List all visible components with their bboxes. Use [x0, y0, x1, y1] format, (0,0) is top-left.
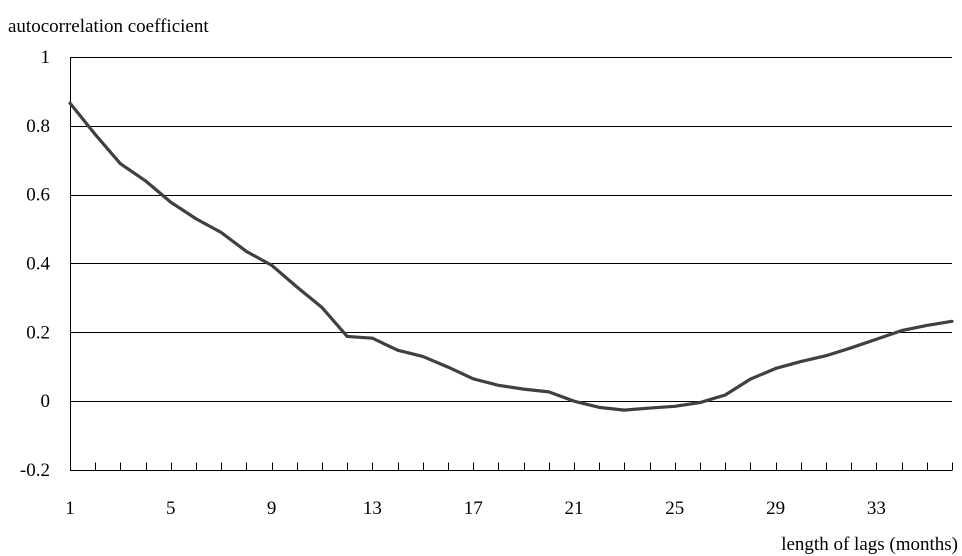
y-axis-title: autocorrelation coefficient — [8, 16, 209, 37]
y-tick-label: 0 — [41, 391, 51, 412]
series-layer — [68, 101, 954, 412]
x-tick-label: 33 — [867, 498, 886, 519]
x-tick-label: 5 — [166, 498, 176, 519]
y-tick-label: 0.8 — [26, 116, 50, 137]
y-tick-labels: -0.2 0 0.2 0.4 0.6 0.8 1 — [20, 47, 51, 481]
y-tick-label: 1 — [41, 47, 51, 68]
axes — [69, 57, 953, 472]
x-tick-labels: 1 5 9 13 17 21 25 29 33 — [65, 498, 886, 519]
gridlines — [70, 57, 952, 402]
x-tick-label: 25 — [665, 498, 684, 519]
x-tick-label: 9 — [267, 498, 277, 519]
x-tick-label: 1 — [65, 498, 75, 519]
x-axis-title: length of lags (months) — [781, 534, 958, 555]
series-line — [68, 101, 954, 412]
y-tick-label: 0.4 — [26, 254, 50, 275]
y-tick-label: 0.2 — [26, 322, 50, 343]
y-tick-label: 0.6 — [26, 185, 50, 206]
x-tick-label: 13 — [363, 498, 382, 519]
x-tick-label: 17 — [464, 498, 483, 519]
x-tick-label: 21 — [565, 498, 584, 519]
x-tick-label: 29 — [766, 498, 785, 519]
y-tick-label: -0.2 — [20, 460, 50, 481]
